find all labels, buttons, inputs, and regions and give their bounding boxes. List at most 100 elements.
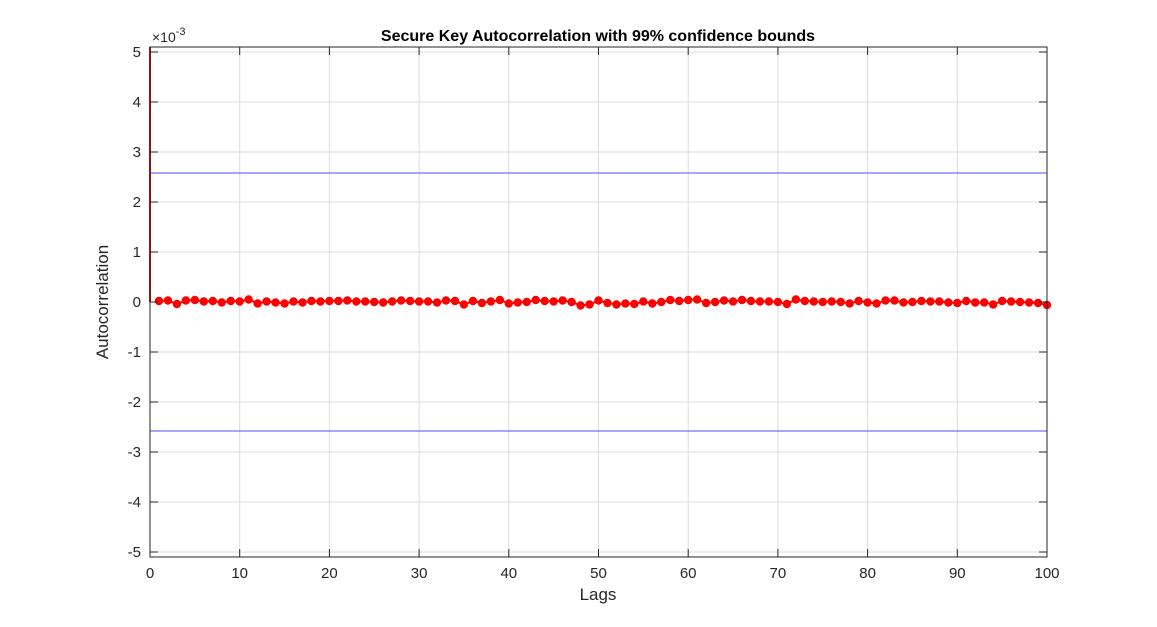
x-tick-label: 90 [949,565,966,582]
data-point [719,296,729,305]
data-point [423,297,433,306]
data-point [953,298,962,308]
data-point [890,296,899,305]
data-point [692,295,702,304]
data-point [253,299,262,308]
x-tick-label: 10 [231,565,248,582]
data-point [325,296,334,306]
data-point [522,297,531,307]
data-point [154,296,164,306]
data-point [908,297,917,307]
y-tick-label: 1 [133,244,141,261]
data-point [495,295,505,305]
x-tick-labels: 0 10 20 30 40 50 60 70 80 90 100 [146,565,1060,582]
data-point [818,297,827,307]
y-tick-label: -5 [128,544,141,561]
data-point [648,299,657,308]
data-point [334,296,343,306]
data-point [1033,298,1043,308]
data-point [199,297,209,306]
data-point [567,297,576,307]
data-point [630,299,639,309]
data-point [181,296,191,305]
x-tick-label: 60 [680,565,697,582]
data-point [1024,298,1034,307]
y-tick-label: 4 [133,94,141,111]
data-point [343,296,352,305]
y-exponent-base: ×10 [152,29,176,45]
data-point [441,296,451,305]
y-tick-label: -4 [128,494,141,511]
chart-title: Secure Key Autocorrelation with 99% conf… [381,28,815,45]
data-point [468,296,478,306]
y-tick-label: 2 [133,194,141,211]
y-tick-label: -1 [128,344,141,361]
data-point [361,297,370,306]
data-point [980,298,989,307]
data-point [1006,297,1016,306]
x-tick-label: 70 [770,565,787,582]
data-point [405,296,415,306]
axes-box [149,46,1048,558]
data-point [935,297,944,306]
data-series [149,47,1052,310]
data-point [800,296,810,306]
y-tick-label: 5 [133,44,141,61]
y-tick-label: 0 [133,294,141,311]
data-point [899,298,908,307]
data-point [657,297,666,307]
data-point [612,300,621,309]
data-point [414,297,424,306]
data-point [1015,297,1025,307]
data-point [298,298,307,307]
data-point [917,296,926,306]
data-point [755,297,765,306]
data-point [728,297,738,306]
data-point [432,298,442,307]
data-point [791,295,801,304]
data-point [504,299,513,308]
data-point [549,297,558,306]
y-exponent-power: -3 [176,26,186,38]
data-point [701,298,711,308]
data-point [486,297,496,306]
data-point [540,296,549,306]
data-line [158,298,1048,307]
data-point [558,296,567,305]
data-point [962,296,971,306]
data-point [477,298,487,308]
x-tick-label: 40 [500,565,517,582]
data-point [244,295,253,304]
data-point [836,297,845,307]
data-point [746,296,756,306]
data-point [845,299,854,308]
data-point [370,297,379,307]
y-tick-label: 3 [133,144,141,161]
y-tick-label: -2 [128,394,141,411]
data-point [684,295,693,305]
data-point [379,298,388,307]
data-point [208,296,217,306]
data-point [307,296,316,306]
data-point [217,298,226,307]
confidence-bounds [150,172,1047,432]
data-point [352,297,361,306]
data-point [710,297,720,307]
y-tick-labels: 5 4 3 2 1 0 -1 -2 -3 -4 -5 [128,44,141,561]
data-point [585,300,594,309]
data-point [639,297,648,306]
y-tick-label: -3 [128,444,141,461]
data-point [396,296,406,305]
x-tick-label: 30 [411,565,428,582]
data-point [988,300,998,309]
data-point [531,295,540,305]
data-point [971,298,980,307]
data-point [666,295,675,305]
data-point [926,297,935,306]
x-axis-label: Lags [580,585,617,604]
data-point [262,297,271,306]
data-point [513,298,522,307]
x-tick-label: 20 [321,565,338,582]
data-point [271,298,280,307]
